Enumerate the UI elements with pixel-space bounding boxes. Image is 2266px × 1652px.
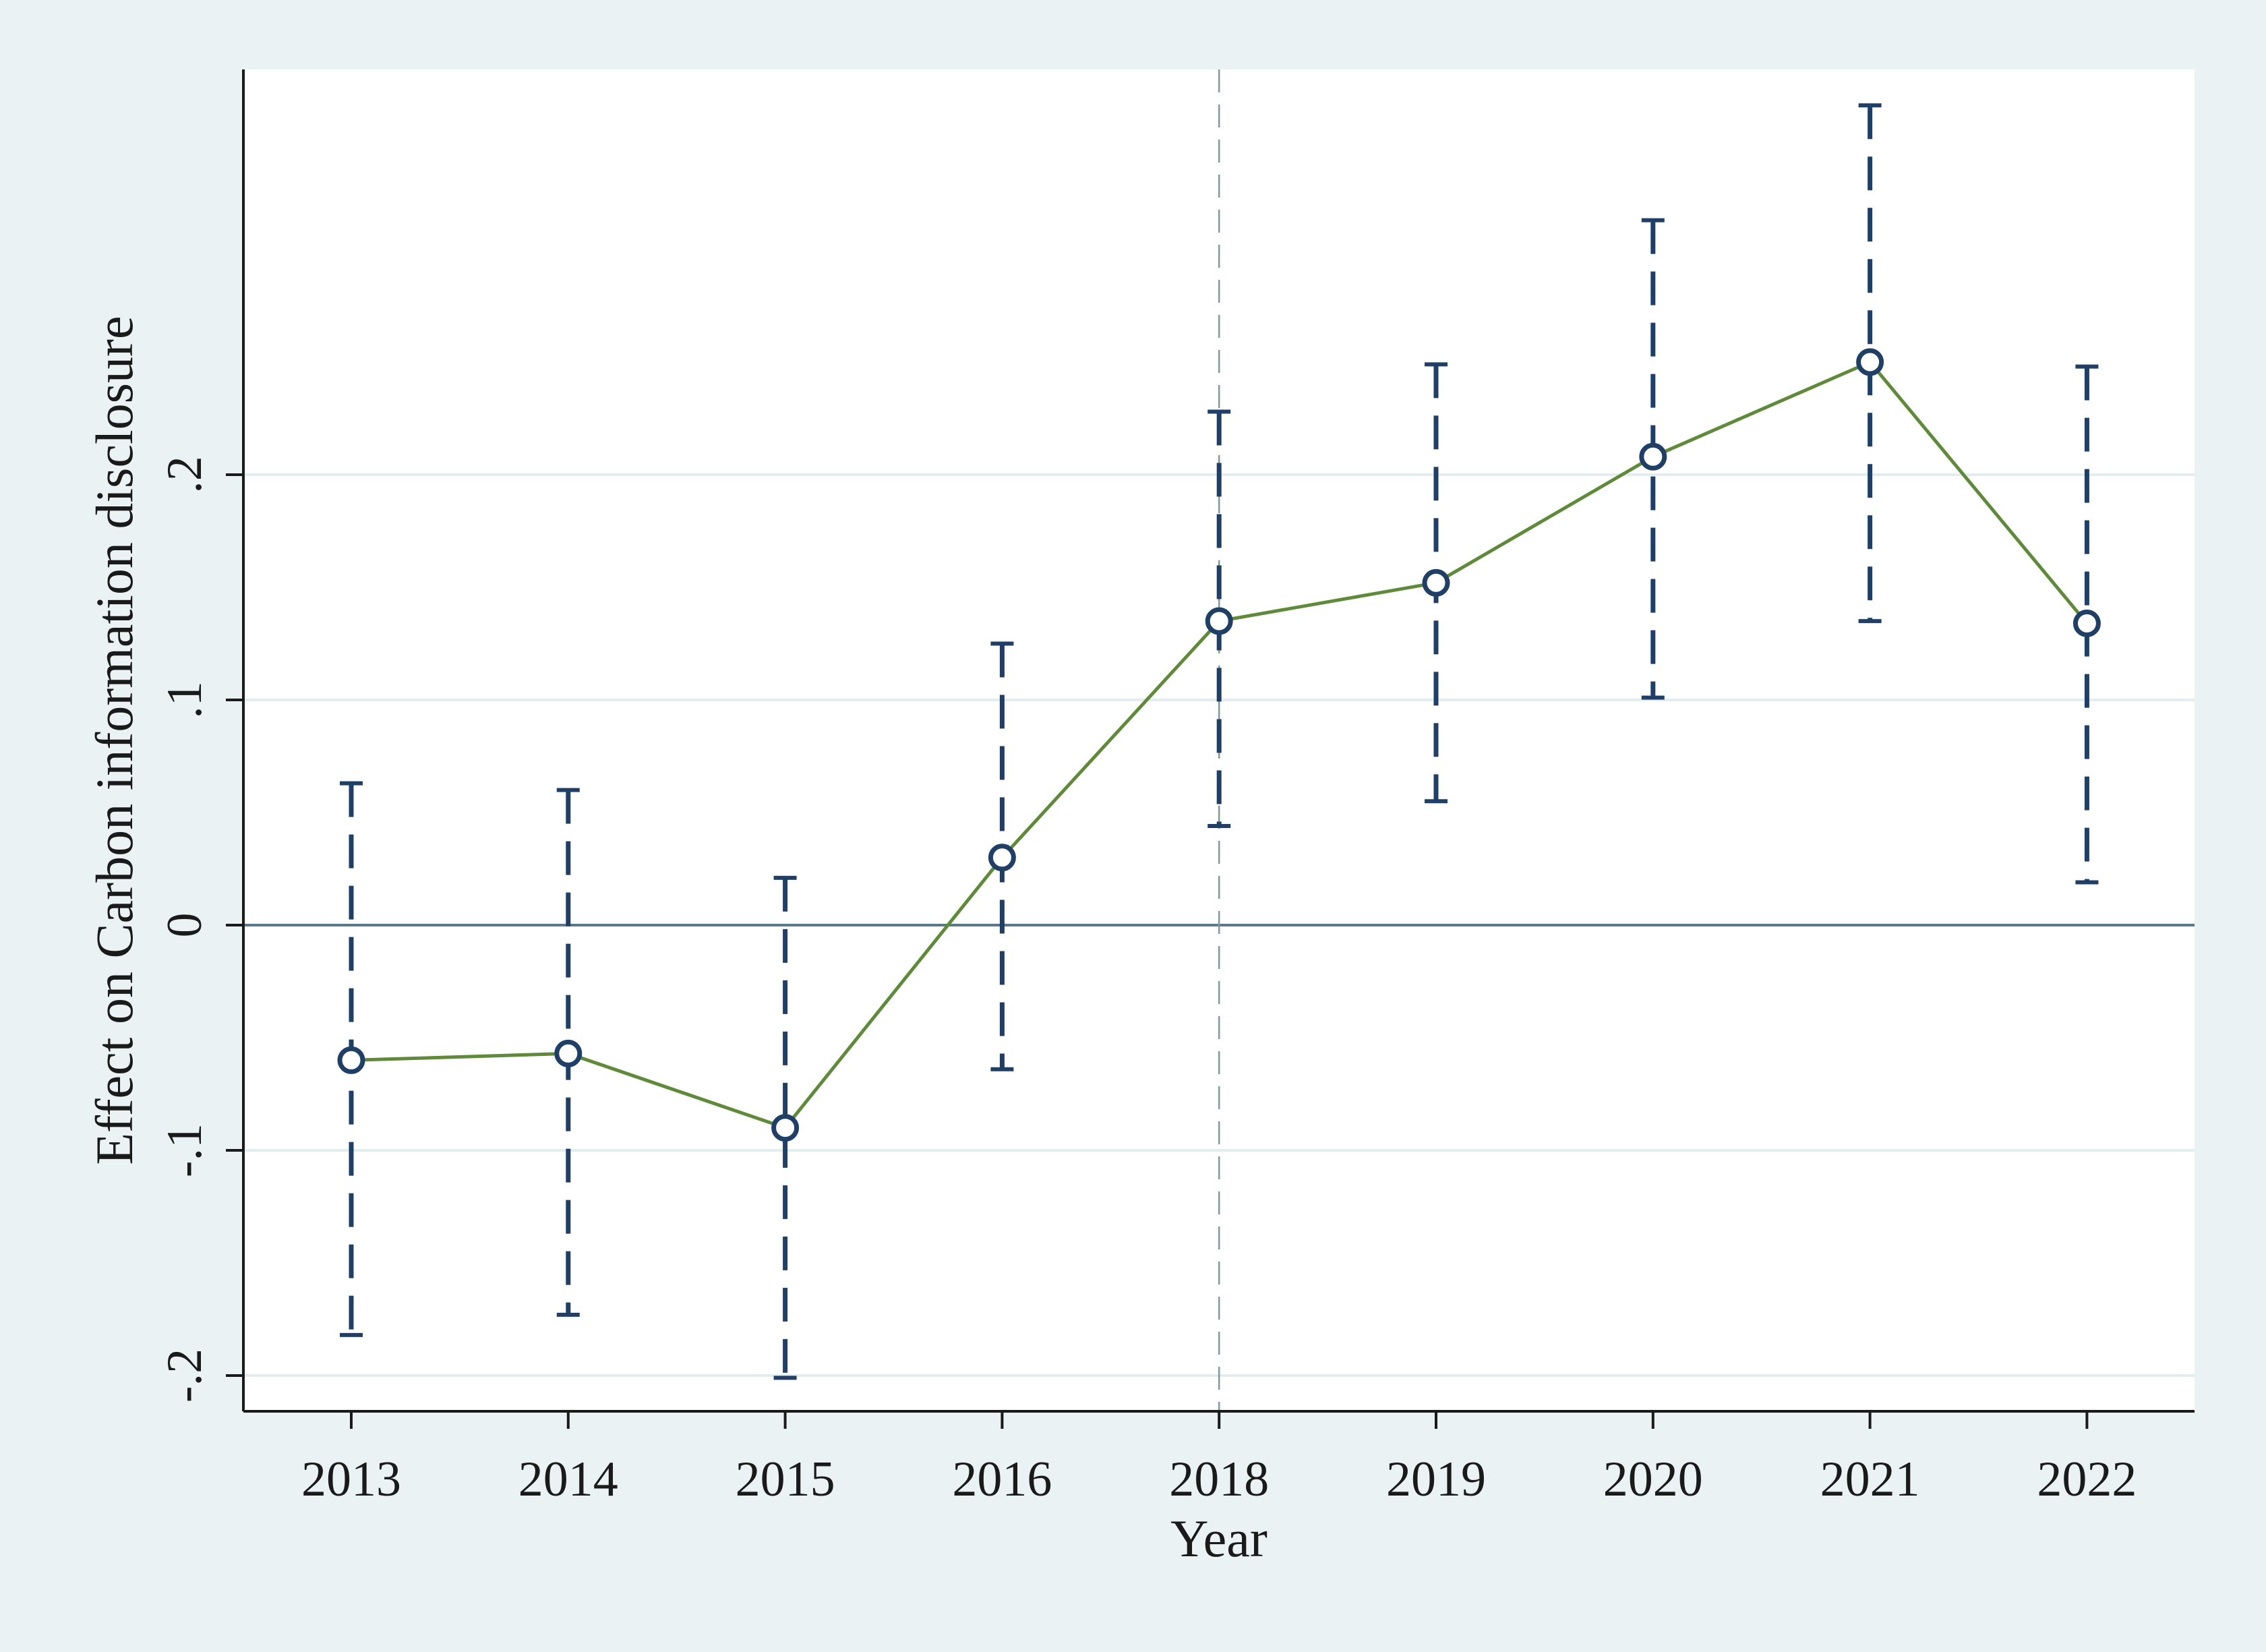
y-tick-label: -.2: [157, 1349, 212, 1403]
y-tick-label: .2: [157, 456, 212, 494]
x-axis-label: Year: [1170, 1509, 1268, 1568]
y-ticks: -.2 -.1 0 .1 .2: [157, 456, 243, 1403]
data-point: [337, 1046, 365, 1074]
x-tick-label: 2018: [1169, 1452, 1269, 1507]
data-point: [1422, 568, 1450, 597]
data-point: [2073, 609, 2101, 637]
x-tick-label: 2015: [736, 1452, 835, 1507]
x-tick-label: 2022: [2037, 1452, 2137, 1507]
data-point: [1205, 607, 1233, 635]
x-tick-label: 2014: [518, 1452, 618, 1507]
x-tick-label: 2016: [952, 1452, 1052, 1507]
x-tick-label: 2013: [301, 1452, 401, 1507]
x-tick-label: 2020: [1603, 1452, 1703, 1507]
y-tick-label: 0: [157, 913, 212, 938]
y-tick-label: .1: [157, 681, 212, 719]
data-point: [1856, 348, 1884, 376]
data-point: [771, 1114, 800, 1142]
data-point: [1639, 442, 1667, 471]
data-point: [554, 1039, 583, 1067]
y-tick-label: -.1: [157, 1123, 212, 1177]
estimate-markers: [337, 348, 2101, 1142]
x-tick-label: 2021: [1820, 1452, 1920, 1507]
y-axis-label: Effect on Carbon information disclosure: [85, 316, 144, 1164]
x-tick-label: 2019: [1386, 1452, 1486, 1507]
x-ticks: 2013 2014 2015 2016 2018 2019 2020 2021 2022: [301, 1411, 2137, 1507]
data-point: [988, 844, 1016, 872]
